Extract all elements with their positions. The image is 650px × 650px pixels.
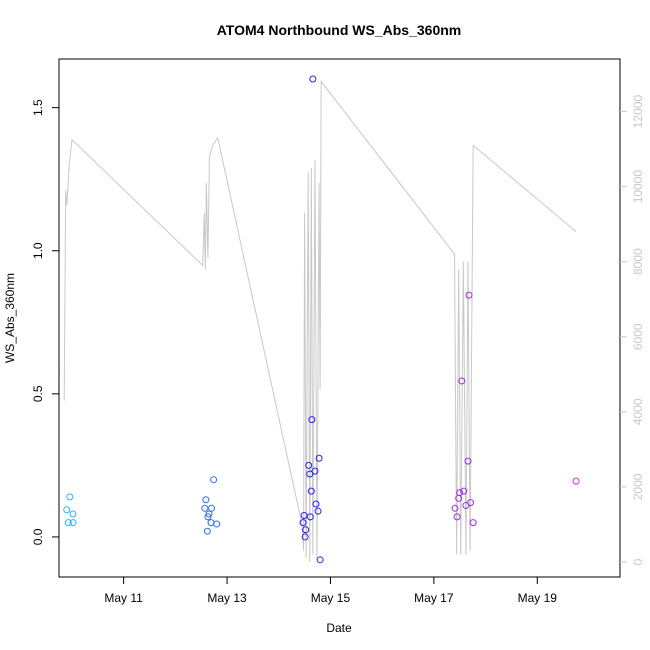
x-axis: May 11 May 13 May 15 May 17 May 19 (104, 576, 558, 605)
scatter-point (64, 519, 72, 527)
scatter-series-3 (451, 291, 477, 527)
scatter-point (208, 504, 216, 512)
x-tick-label: May 19 (518, 591, 558, 605)
scatter-point (306, 513, 314, 521)
y2-tick-label: 10000 (631, 170, 645, 204)
y2-tick-label: 8000 (631, 248, 645, 275)
scatter-point (453, 513, 461, 521)
y-tick-label: 1.5 (31, 99, 45, 116)
scatter-point (311, 467, 319, 475)
y2-tick-label: 6000 (631, 323, 645, 350)
scatter-point (451, 504, 459, 512)
scatter-point (299, 519, 307, 527)
scatter-point (63, 506, 71, 514)
y2-tick-label: 0 (631, 558, 645, 565)
scatter-point (302, 526, 310, 534)
scatter-point (465, 291, 473, 299)
scatter-point (202, 496, 210, 504)
x-axis-label: Date (326, 621, 352, 635)
secondary-line-layer (63, 80, 577, 562)
y-tick-label: 0.5 (31, 385, 45, 402)
scatter-point (69, 519, 77, 527)
scatter-point (205, 510, 213, 518)
scatter-point (469, 519, 477, 527)
scatter-point (308, 416, 316, 424)
scatter-point (316, 556, 324, 564)
scatter-point (307, 487, 315, 495)
y2-axis: 0 2000 4000 6000 8000 10000 12000 (620, 95, 645, 565)
scatter-point (201, 504, 209, 512)
y-axis-label: WS_Abs_360nm (3, 273, 17, 363)
scatter-point (572, 477, 580, 485)
plot-frame (58, 58, 621, 578)
scatter-point (69, 510, 77, 518)
x-tick-label: May 15 (311, 591, 351, 605)
y2-tick-label: 4000 (631, 398, 645, 425)
scatter-point (305, 461, 313, 469)
scatter-point (464, 457, 472, 465)
scatter-point (203, 527, 211, 535)
scatter-point (458, 377, 466, 385)
secondary-series-line (63, 80, 577, 562)
scatter-series-0 (63, 493, 77, 527)
y-tick-label: 1.0 (31, 242, 45, 259)
scatter-point (467, 499, 475, 507)
scatter-point (301, 533, 309, 541)
scatter-point (456, 489, 464, 497)
x-tick-label: May 11 (104, 591, 143, 605)
y2-tick-label: 12000 (631, 95, 645, 129)
y-axis: 0.0 0.5 1.0 1.5 (31, 99, 59, 545)
scatter-point (306, 470, 314, 478)
scatter-series-2 (299, 75, 324, 564)
scatter-point (314, 507, 322, 515)
chart-title: ATOM4 Northbound WS_Abs_360nm (217, 22, 462, 38)
scatter-point (315, 454, 323, 462)
scatter-point (309, 75, 317, 83)
scatter-point (460, 487, 468, 495)
scatter-point (300, 511, 308, 519)
scatter-series-1 (201, 476, 221, 535)
x-tick-label: May 17 (414, 591, 454, 605)
scatter-series-4 (572, 477, 580, 485)
scatter-point (207, 519, 215, 527)
x-tick-label: May 13 (207, 591, 247, 605)
scatter-point (210, 476, 218, 484)
scatter-point (213, 520, 221, 528)
y-tick-label: 0.0 (31, 528, 45, 545)
scatter-point (312, 500, 320, 508)
scatter-point (66, 493, 74, 501)
scatter-points-layer (63, 75, 580, 564)
y2-tick-label: 2000 (631, 473, 645, 500)
